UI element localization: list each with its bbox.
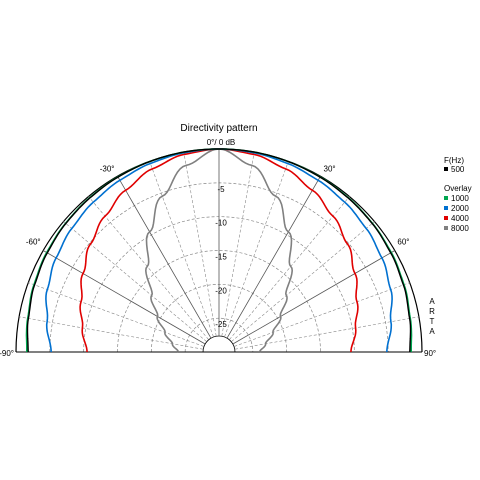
radial-tick-label: -15 [215, 253, 227, 262]
radial-tick-label: -25 [215, 320, 227, 329]
legend-label-4000: 4000 [451, 214, 469, 223]
angle-tick-label: 30° [324, 165, 336, 174]
legend-subheader: Overlay [444, 184, 472, 193]
grid-center-arc [202, 335, 236, 353]
grid-spoke [224, 161, 289, 337]
grid-ring [184, 317, 254, 353]
legend-label-8000: 8000 [451, 224, 469, 233]
legend-swatch-500 [444, 167, 448, 171]
grid-spoke [229, 196, 350, 340]
grid-spoke [226, 175, 321, 339]
angle-tick-label: -30° [100, 165, 115, 174]
grid-spoke [231, 221, 375, 342]
grid-spoke [183, 152, 217, 337]
radial-tick-label: -20 [215, 286, 227, 295]
series-curve-500 [26, 148, 412, 353]
legend-swatch-2000 [444, 206, 448, 210]
watermark-letter: A [429, 327, 435, 336]
legend-label-1000: 1000 [451, 194, 469, 203]
angle-tick-label: 60° [397, 238, 409, 247]
grid-spoke [63, 221, 207, 342]
grid-spoke [117, 175, 212, 339]
angle-tick-label: -90° [0, 349, 14, 358]
legend-label-500: 500 [451, 165, 465, 174]
grid-spoke [42, 250, 206, 345]
axis-labels: 0°/ 0 dB -5 -10 -15 -20 -25 -90° -60° -30° 30° 60°… [0, 138, 436, 358]
legend-swatch-8000 [444, 226, 448, 230]
radial-tick-label: 0°/ 0 dB [207, 138, 236, 147]
legend-header: F(Hz) [444, 156, 464, 165]
grid-spoke [234, 282, 410, 347]
series-curves [25, 148, 413, 353]
radial-tick-label: -5 [217, 185, 225, 194]
angle-tick-label: 90° [424, 349, 436, 358]
angle-tick-label: -60° [26, 238, 41, 247]
grid-spoke [88, 196, 209, 340]
legend-swatch-4000 [444, 216, 448, 220]
watermark-letter: T [430, 317, 435, 326]
watermark-letter: A [429, 297, 435, 306]
chart-title: Directivity pattern [180, 123, 257, 134]
grid-spoke [232, 250, 396, 345]
grid-spoke [149, 161, 214, 337]
grid-spoke [221, 152, 255, 337]
grid-spoke [28, 282, 204, 347]
polar-grid [15, 148, 423, 353]
legend-swatch-1000 [444, 196, 448, 200]
radial-tick-label: -10 [215, 219, 227, 228]
grid-ring [117, 250, 321, 353]
legend-label-2000: 2000 [451, 204, 469, 213]
watermark-letter: R [429, 307, 435, 316]
